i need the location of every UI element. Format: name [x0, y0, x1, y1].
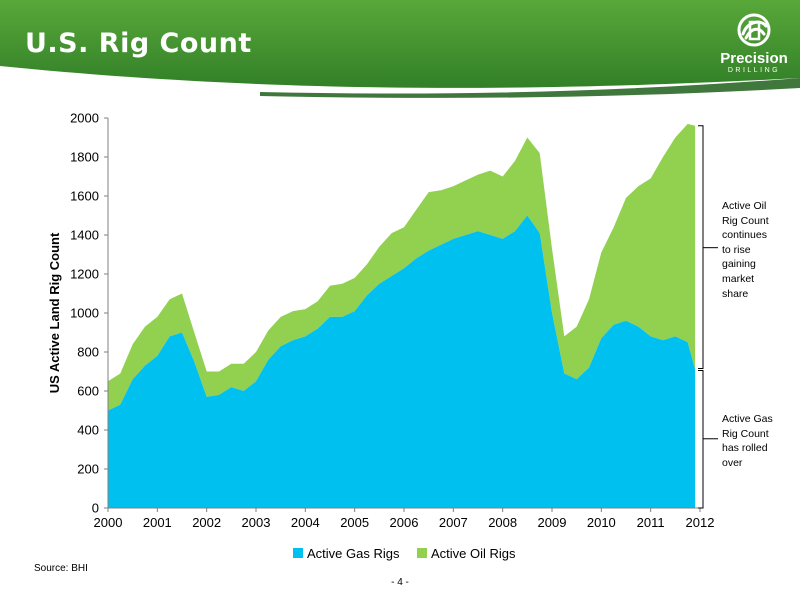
- x-tick-label: 2011: [637, 515, 665, 530]
- x-tick-label: 2004: [291, 515, 320, 530]
- y-tick-label: 1800: [70, 150, 99, 165]
- x-tick-label: 2010: [587, 515, 616, 530]
- legend-label: Active Oil Rigs: [431, 546, 516, 561]
- x-tick-label: 2001: [143, 515, 172, 530]
- oil-annotation-bracket: [698, 125, 704, 370]
- oil-annotation-line: share: [722, 287, 749, 300]
- y-tick-label: 400: [77, 423, 99, 438]
- header-band: [0, 0, 800, 100]
- legend-label: Active Gas Rigs: [307, 546, 400, 561]
- legend-swatch: [293, 548, 303, 558]
- source-note: Source: BHI: [34, 563, 88, 574]
- y-tick-label: 1000: [70, 306, 99, 321]
- y-axis-title: US Active Land Rig Count: [47, 232, 62, 393]
- gas-annotation-line: over: [722, 456, 743, 469]
- slide-title: U.S. Rig Count: [25, 28, 252, 59]
- y-tick-label: 0: [92, 501, 99, 516]
- x-tick-label: 2005: [340, 515, 369, 530]
- x-tick-label: 2012: [686, 515, 715, 530]
- logo-subtext: DRILLING: [727, 67, 781, 74]
- oil-annotation: Active Oil Rig Count continues to rise g…: [722, 199, 782, 301]
- x-tick-label: 2009: [538, 515, 567, 530]
- y-tick-label: 2000: [70, 111, 99, 126]
- x-tick-label: 2006: [390, 515, 419, 530]
- oil-annotation-line: market: [722, 272, 755, 285]
- rig-count-chart: 0 200 400 600 800 1000 1200 1400 1600 1800 2000 200…: [47, 111, 718, 561]
- page-number: - 4 -: [391, 577, 409, 588]
- x-tick-label: 2000: [94, 515, 123, 530]
- logo-wordmark: Precision: [720, 50, 788, 67]
- x-tick-label: 2008: [488, 515, 517, 530]
- gas-annotation-bracket: [698, 370, 704, 509]
- x-tick-label: 2002: [192, 515, 221, 530]
- y-tick-label: 200: [77, 462, 99, 477]
- gas-rigs-area: [108, 215, 696, 508]
- y-tick-label: 1200: [70, 267, 99, 282]
- y-tick-label: 1400: [70, 228, 99, 243]
- oil-annotation-line: to rise: [722, 243, 751, 256]
- gas-annotation-line: Rig Count: [722, 427, 769, 440]
- x-tick-label: 2003: [242, 515, 271, 530]
- oil-rigs-area: [108, 123, 696, 411]
- y-tick-label: 800: [77, 345, 99, 360]
- oil-annotation-line: continues: [722, 229, 767, 242]
- logo-emblem-icon: [737, 13, 771, 47]
- oil-annotation-line: gaining: [722, 258, 756, 271]
- gas-annotation-line: Active Gas: [722, 413, 773, 425]
- precision-drilling-logo: Precision DRILLING: [718, 12, 790, 92]
- oil-annotation-line: Active Oil: [722, 200, 767, 212]
- oil-annotation-line: Rig Count: [722, 214, 769, 227]
- gas-annotation: Active Gas Rig Count has rolled over: [722, 412, 782, 470]
- gas-annotation-line: has rolled: [722, 442, 768, 455]
- x-tick-label: 2007: [439, 515, 468, 530]
- y-tick-label: 1600: [70, 189, 99, 204]
- legend-swatch: [417, 548, 427, 558]
- y-tick-label: 600: [77, 384, 99, 399]
